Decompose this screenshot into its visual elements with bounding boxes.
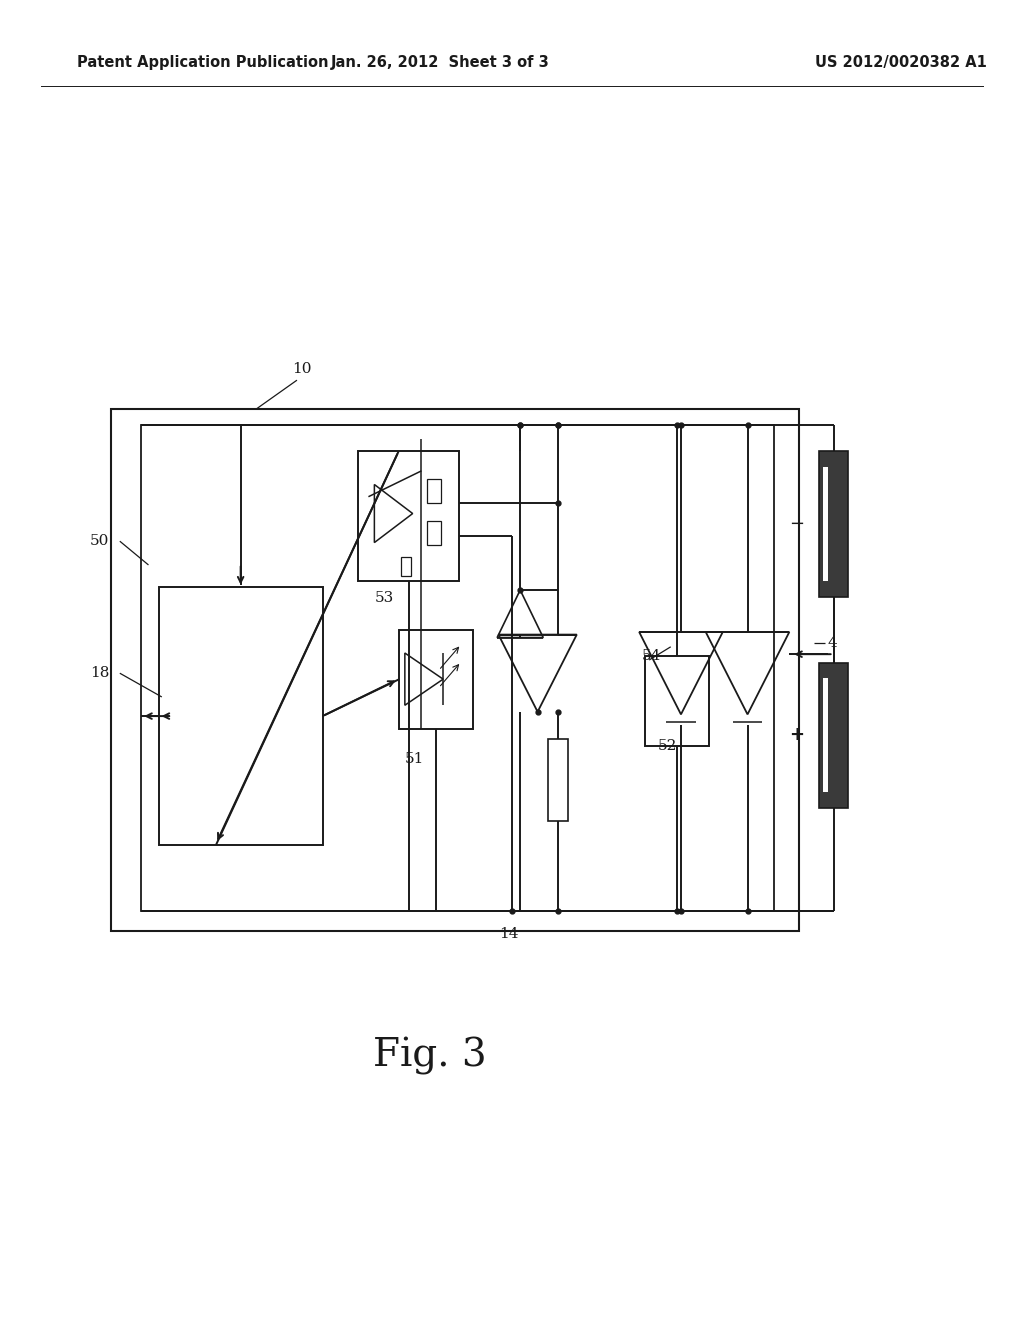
Text: US 2012/0020382 A1: US 2012/0020382 A1	[815, 54, 987, 70]
Text: 51: 51	[404, 752, 424, 767]
Text: 50: 50	[90, 535, 110, 548]
Text: Patent Application Publication: Patent Application Publication	[77, 54, 329, 70]
Text: 52: 52	[657, 739, 677, 754]
Bar	[358, 451, 459, 581]
Bar	[400, 557, 411, 576]
Text: −: −	[790, 515, 804, 533]
Bar	[427, 521, 441, 545]
Bar	[427, 479, 441, 503]
Text: Jan. 26, 2012  Sheet 3 of 3: Jan. 26, 2012 Sheet 3 of 3	[331, 54, 550, 70]
Text: +: +	[790, 726, 804, 744]
Bar	[819, 663, 848, 808]
Bar	[159, 587, 323, 845]
Text: 53: 53	[375, 591, 393, 606]
Text: Fig. 3: Fig. 3	[374, 1038, 486, 1074]
Text: 4: 4	[827, 636, 838, 649]
Bar	[399, 630, 473, 729]
Bar	[645, 656, 709, 746]
Bar	[111, 409, 799, 931]
Bar	[819, 451, 848, 597]
Bar	[819, 663, 848, 808]
Bar	[823, 467, 828, 581]
Bar	[141, 425, 774, 911]
Bar	[823, 678, 828, 792]
Text: 14: 14	[499, 927, 519, 941]
Text: 18: 18	[90, 667, 110, 680]
Bar	[548, 739, 568, 821]
Text: 10: 10	[292, 362, 312, 376]
Bar	[819, 451, 848, 597]
Text: 54: 54	[642, 648, 662, 663]
